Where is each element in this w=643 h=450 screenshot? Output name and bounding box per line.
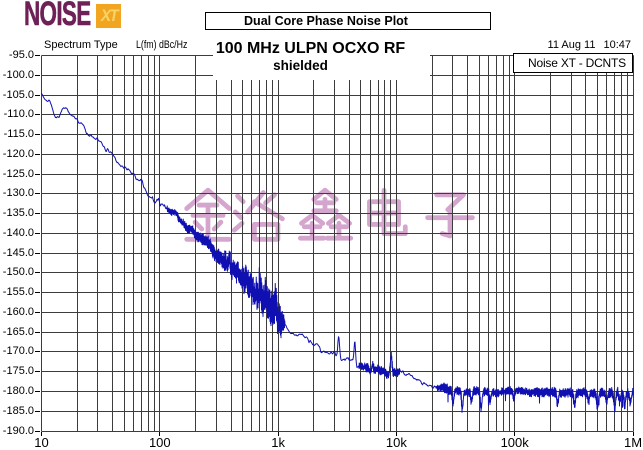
y-tick-label: -135.0 [2, 207, 34, 220]
device-title-line2: shielded [273, 58, 328, 73]
datetime: 11 Aug 11 10:47 [548, 39, 631, 51]
y-tick-label: -175.0 [2, 365, 34, 378]
plot-title: Dual Core Phase Noise Plot [244, 14, 408, 28]
y-tick-label: -100.0 [2, 68, 34, 81]
x-tick-label: 10k [385, 435, 407, 450]
watermark-glyphs [184, 187, 475, 242]
device-title: 100 MHz ULPN OCXO RF shielded [213, 33, 430, 80]
y-tick-label: -125.0 [2, 167, 34, 180]
y-tick-label: -120.0 [2, 147, 34, 160]
logo-badge: XT [96, 4, 121, 28]
x-tick-label: 1k [271, 435, 285, 450]
grid-lines [41, 55, 634, 432]
instrument-label-box: Noise XT - DCNTS [513, 53, 633, 73]
spectrum-units-label: L(fm) dBc/Hz [135, 39, 188, 51]
time-label: 10:47 [603, 39, 631, 51]
noisext-logo: NOISE XT [24, 0, 125, 33]
axis-ticks [35, 55, 634, 436]
instrument-label: Noise XT - DCNTS [528, 56, 626, 70]
x-tick-label: 100k [500, 435, 529, 450]
y-tick-label: -95.0 [8, 49, 34, 61]
y-tick-label: -140.0 [2, 226, 34, 239]
y-tick-label: -185.0 [2, 404, 34, 417]
spectrum-type-label: Spectrum Type [44, 39, 118, 51]
y-tick-label: -150.0 [2, 266, 34, 279]
watermark-text: 金洛鑫电子 [0, 0, 1, 1]
y-tick-label: -160.0 [2, 305, 34, 318]
device-title-line1: 100 MHz ULPN OCXO RF [215, 40, 406, 57]
x-tick-label: 1M [623, 435, 643, 450]
y-tick-label: -145.0 [2, 246, 34, 259]
y-tick-label: -115.0 [3, 128, 34, 141]
logo-badge-text: XT [100, 6, 119, 25]
y-tick-label: -130.0 [2, 187, 34, 200]
x-tick-label: 10 [34, 435, 49, 450]
y-tick-label: -180.0 [2, 384, 34, 397]
x-tick-label: 100 [148, 435, 171, 450]
y-tick-label: -105.0 [2, 88, 34, 101]
y-tick-label: -155.0 [2, 286, 34, 299]
spectrum-type-row: Spectrum Type L(fm) dBc/Hz [44, 39, 200, 51]
y-tick-label: -170.0 [2, 345, 34, 358]
y-tick-label: -165.0 [2, 325, 34, 338]
logo-text: NOISE [24, 0, 92, 33]
phase-noise-trace [41, 93, 634, 413]
date-label: 11 Aug 11 [547, 39, 596, 51]
y-tick-label: -190.0 [2, 424, 34, 437]
plot-title-box: Dual Core Phase Noise Plot [205, 12, 491, 30]
y-tick-label: -110.0 [3, 108, 34, 121]
